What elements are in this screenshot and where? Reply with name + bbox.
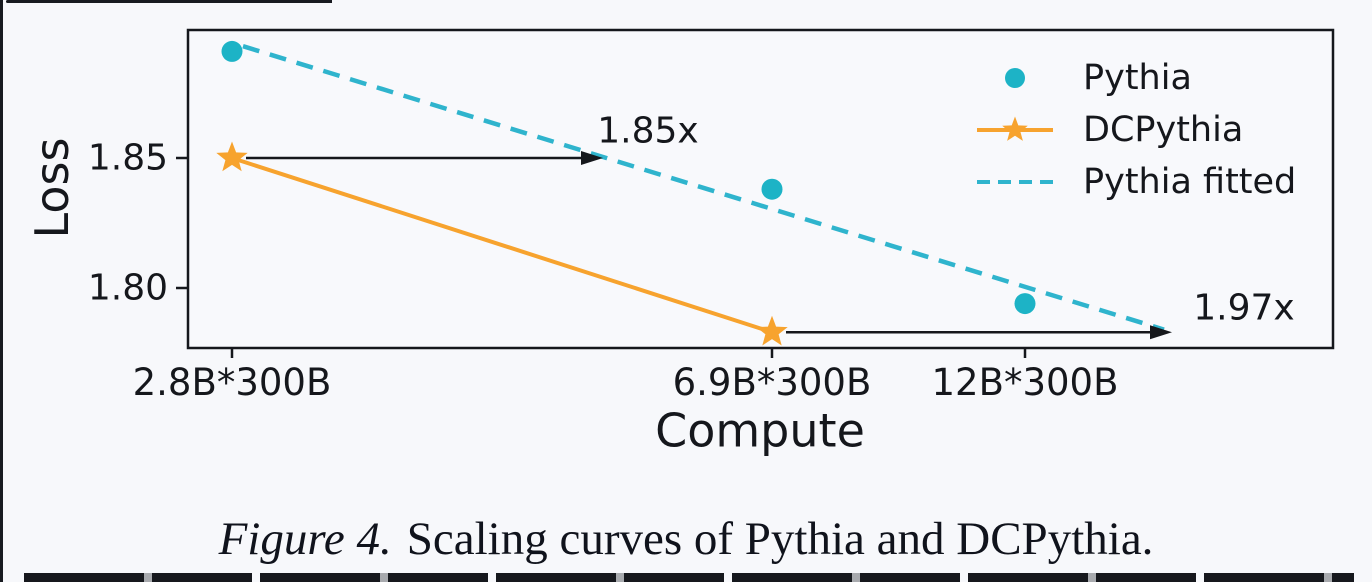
legend-star-marker	[1002, 116, 1028, 141]
legend-circle-marker	[1005, 68, 1025, 88]
dcpythia-star-marker	[216, 141, 248, 172]
pythia-dot-marker	[221, 40, 243, 62]
annotation-1.85x: 1.85x	[597, 111, 698, 152]
screenshot-left-edge-artifact	[0, 0, 3, 582]
pythia-fitted-line	[242, 44, 1165, 332]
arrowhead-icon	[1150, 325, 1172, 340]
legend-label-pythia: Pythia	[1083, 58, 1192, 98]
xtick-label-6.9B: 6.9B*300B	[673, 361, 872, 404]
ytick-label-180: 1.80	[88, 268, 168, 309]
dcpythia-line	[231, 156, 773, 335]
screenshot-bottom-cropped-text-artifact	[24, 573, 1354, 582]
ytick-label-185: 1.85	[88, 138, 168, 179]
figure-caption-number: Figure 4.	[218, 513, 392, 565]
figure-caption-text: Scaling curves of Pythia and DCPythia.	[406, 513, 1154, 565]
axes-frame	[186, 28, 1335, 350]
plot-area	[188, 30, 1333, 348]
arrowhead-icon	[581, 151, 603, 165]
xtick-label-2.8B: 2.8B*300B	[133, 361, 332, 404]
annotation-arrows	[246, 151, 1172, 340]
legend: Pythia DCPythia Pythia fitted	[977, 58, 1296, 202]
legend-markers	[977, 68, 1055, 184]
pythia-dot-marker	[761, 178, 783, 200]
dcpythia-star-marker	[756, 315, 788, 346]
legend-label-pythia-fitted: Pythia fitted	[1083, 162, 1296, 202]
xtick-label-12B: 12B*300B	[932, 361, 1119, 404]
screenshot-top-edge-artifact	[6, 0, 332, 3]
legend-label-dcpythia: DCPythia	[1083, 110, 1243, 150]
y-axis-label: Loss	[25, 138, 79, 239]
x-axis-label: Compute	[655, 403, 865, 457]
annotation-1.97x: 1.97x	[1193, 288, 1294, 329]
figure-caption: Figure 4. Scaling curves of Pythia and DC…	[0, 513, 1372, 566]
series-layer	[216, 40, 1165, 346]
pythia-dot-marker	[1014, 293, 1036, 315]
